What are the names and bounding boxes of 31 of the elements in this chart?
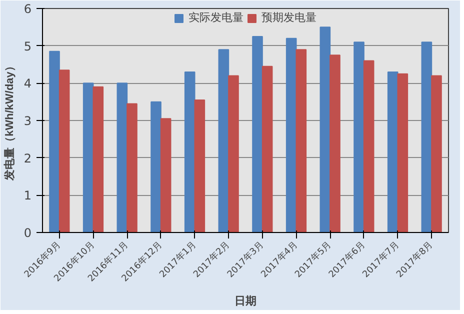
bar <box>354 42 364 232</box>
bar <box>363 60 374 232</box>
y-tick-label: 0 <box>24 226 32 240</box>
bar <box>397 73 408 232</box>
y-tick-label: 1 <box>24 188 32 203</box>
x-axis-title: 日期 <box>234 294 256 308</box>
bar <box>194 99 206 232</box>
bar <box>150 101 162 232</box>
y-tick-label: 2 <box>24 151 32 166</box>
bar <box>431 75 442 232</box>
bar <box>262 66 273 232</box>
bar <box>387 71 398 232</box>
bar <box>49 50 60 232</box>
bar <box>330 54 340 232</box>
bar <box>228 75 239 232</box>
bar <box>286 38 297 232</box>
bar <box>58 70 70 232</box>
y-tick-label: 5 <box>24 39 32 54</box>
bar <box>126 103 138 232</box>
bar <box>184 71 196 232</box>
bar <box>92 86 104 232</box>
legend-label: 预期发电量 <box>262 11 316 25</box>
y-tick-label: 6 <box>24 2 32 16</box>
y-tick-label: 4 <box>24 76 32 91</box>
bar <box>296 49 307 232</box>
y-axis-title: 发电量（kWh/kW/day） <box>2 60 16 182</box>
legend-label: 实际发电量 <box>188 10 244 25</box>
y-tick-label: 3 <box>24 114 32 128</box>
bar <box>252 36 263 232</box>
bar <box>82 82 94 232</box>
bar <box>160 118 172 232</box>
